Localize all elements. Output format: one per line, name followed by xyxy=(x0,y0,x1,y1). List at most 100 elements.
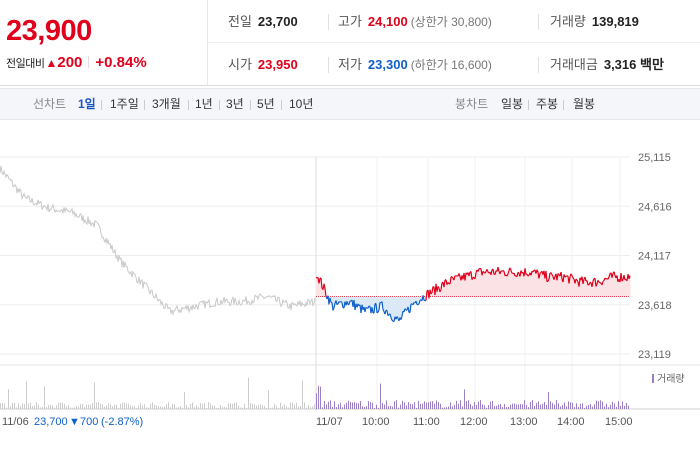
period-tab-1w[interactable]: 1주일 xyxy=(110,97,139,111)
price-segment xyxy=(604,277,607,280)
price-segment xyxy=(318,278,321,284)
price-segment xyxy=(400,315,403,320)
price-segment xyxy=(315,276,318,279)
prev-day-series xyxy=(0,165,316,316)
stat-low: 저가 23,300 (하한가 16,600) xyxy=(338,57,492,72)
price-segment xyxy=(323,283,326,289)
period-tab-10y[interactable]: 10년 xyxy=(289,97,314,111)
volume-bar xyxy=(64,403,65,409)
price-segment xyxy=(503,271,506,276)
price-segment xyxy=(628,275,631,280)
volume-bar xyxy=(66,406,67,409)
volume-bar xyxy=(608,407,609,409)
y-axis: 25,115 24,616 24,117 23,618 23,119 xyxy=(638,152,672,361)
period-tab-1d[interactable]: 1일 xyxy=(78,97,96,111)
volume-bar xyxy=(174,404,175,409)
volume-bar xyxy=(370,402,371,409)
volume-bar xyxy=(188,407,189,409)
volume-bar xyxy=(548,392,549,409)
volume-bar xyxy=(276,405,277,409)
price-segment xyxy=(530,271,533,276)
volume-bar xyxy=(558,403,559,409)
volume-bar xyxy=(268,390,269,409)
volume-bar xyxy=(622,401,623,409)
volume-bar xyxy=(440,403,441,409)
divider xyxy=(219,100,220,110)
volume-bar xyxy=(172,403,173,409)
volume-bar xyxy=(430,401,431,409)
price-segment xyxy=(468,271,471,277)
volume-bar xyxy=(232,403,233,409)
volume-bar xyxy=(628,405,629,409)
volume-bar xyxy=(534,405,535,409)
volume-bar xyxy=(60,402,61,409)
volume-bar xyxy=(618,401,619,409)
volume-bar xyxy=(256,405,257,409)
price-segment xyxy=(482,270,485,273)
x-tick-label: 11/07 xyxy=(316,416,343,428)
volume-bar xyxy=(204,402,205,409)
volume-bar xyxy=(214,405,215,409)
volume-bar xyxy=(6,407,7,409)
period-tab-3y[interactable]: 3년 xyxy=(226,97,244,111)
volume-bar xyxy=(236,402,237,409)
candle-tab-monthly[interactable]: 월봉 xyxy=(573,97,596,111)
volume-bar xyxy=(340,402,341,409)
price-segment xyxy=(545,271,548,282)
price-segment xyxy=(591,280,594,287)
divider xyxy=(88,56,90,68)
volume-bar xyxy=(530,401,531,409)
up-triangle-icon: ▲ xyxy=(45,56,58,70)
volume-bar xyxy=(362,406,363,409)
price-segment xyxy=(453,275,456,281)
candle-tab-daily[interactable]: 일봉 xyxy=(501,97,524,111)
volume-bar xyxy=(62,402,63,409)
volume-bar xyxy=(280,402,281,409)
volume-bar xyxy=(328,401,329,409)
price-segment xyxy=(348,300,351,305)
volume-bar xyxy=(620,405,621,409)
period-tab-1y[interactable]: 1년 xyxy=(195,97,213,111)
x-tick-label: 15:00 xyxy=(605,416,633,428)
volume-bar xyxy=(592,406,593,409)
volume-bar xyxy=(262,404,263,409)
x-tick-label: 12:00 xyxy=(460,416,488,428)
volume-bar xyxy=(228,403,229,409)
volume-bar xyxy=(596,400,597,409)
volume-bar xyxy=(36,402,37,409)
price-segment xyxy=(574,278,577,284)
volume-bar xyxy=(136,407,137,409)
volume-bar xyxy=(330,400,331,409)
volume-bar xyxy=(30,402,31,409)
volume-bar xyxy=(112,406,113,409)
price-segment xyxy=(502,270,505,272)
volume-bar xyxy=(450,402,451,409)
price-segment xyxy=(594,278,597,287)
price-segment xyxy=(623,274,626,281)
volume-bar xyxy=(492,400,493,409)
price-segment xyxy=(470,271,473,280)
volume-bar xyxy=(412,404,413,409)
volume-bar xyxy=(518,404,519,409)
volume-bar xyxy=(576,403,577,409)
volume-bar xyxy=(288,407,289,409)
price-segment xyxy=(431,286,434,293)
volume-bar xyxy=(512,403,513,409)
volume-bar xyxy=(446,407,447,409)
period-tab-5y[interactable]: 5년 xyxy=(257,97,275,111)
price-chart[interactable]: 25,115 24,616 24,117 23,618 23,119 11/07 10:0… xyxy=(0,121,700,450)
candle-tab-weekly[interactable]: 주봉 xyxy=(536,97,559,111)
chart-grid xyxy=(0,156,630,411)
period-tab-3m[interactable]: 3개월 xyxy=(152,97,181,111)
volume-bar xyxy=(352,402,353,409)
price-segment xyxy=(407,306,410,313)
price-segment xyxy=(516,272,519,277)
volume-bar xyxy=(358,403,359,409)
volume-bar xyxy=(178,407,179,409)
volume-bar xyxy=(538,401,539,409)
chart-toolbar: 선차트 1일 1주일 3개월 1년 3년 5년 10년 봉차트 일봉 주봉 월봉 xyxy=(0,88,700,120)
volume-bar xyxy=(346,402,347,409)
volume-bar xyxy=(252,403,253,409)
divider xyxy=(538,14,539,30)
volume-bar xyxy=(48,404,49,409)
